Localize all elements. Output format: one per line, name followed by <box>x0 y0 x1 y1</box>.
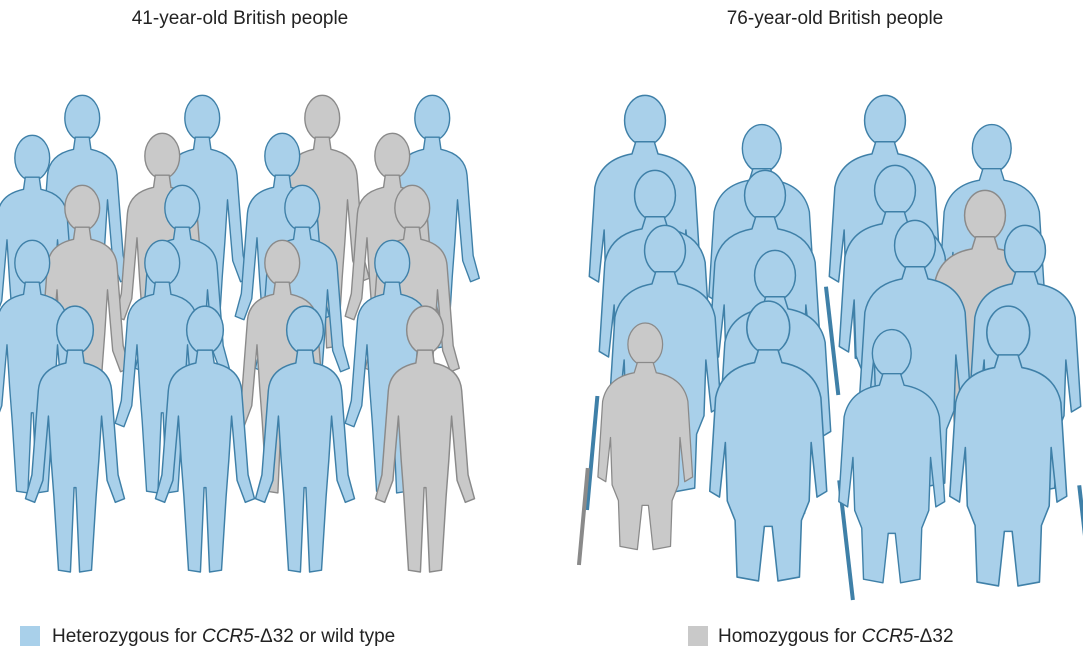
legend-swatch <box>20 626 40 646</box>
legend-label: Homozygous for CCR5-Δ32 <box>718 626 954 647</box>
cane <box>587 396 597 510</box>
legend: Heterozygous for CCR5-Δ32 or wild type H… <box>20 626 954 647</box>
cane <box>579 468 588 565</box>
cane <box>1079 485 1083 605</box>
panel-title: 41-year-old British people <box>132 8 349 29</box>
panel-title: 76-year-old British people <box>727 8 944 29</box>
legend-label: Heterozygous for CCR5-Δ32 or wild type <box>52 626 395 647</box>
old-group <box>579 95 1083 605</box>
young-group <box>0 95 479 572</box>
legend-swatch <box>688 626 708 646</box>
figure: 41-year-old British people 76-year-old B… <box>0 0 1083 652</box>
